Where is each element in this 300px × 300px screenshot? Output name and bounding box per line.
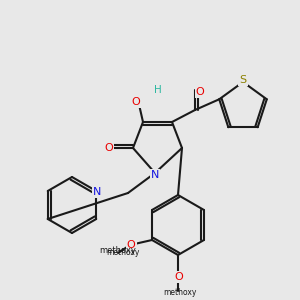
Text: methoxy: methoxy	[100, 246, 136, 255]
Text: O: O	[175, 272, 183, 282]
Text: H: H	[154, 85, 162, 95]
Text: O: O	[127, 240, 135, 250]
Text: N: N	[151, 170, 159, 180]
Text: methoxy: methoxy	[163, 288, 197, 297]
Text: O: O	[105, 143, 113, 153]
Text: O: O	[196, 87, 204, 97]
Text: N: N	[93, 187, 101, 197]
Text: methoxy: methoxy	[106, 248, 140, 257]
Text: S: S	[239, 75, 247, 85]
Text: O: O	[132, 97, 140, 107]
